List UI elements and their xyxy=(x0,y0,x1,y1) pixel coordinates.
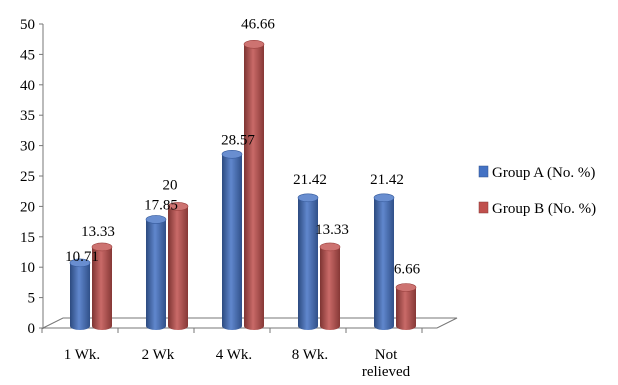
data-labels: 10.71 13.33 17.85 20 28.57 46.66 21.42 13.33 21.… xyxy=(65,16,421,277)
bar-body xyxy=(298,198,318,330)
bar-body xyxy=(168,206,188,330)
bar-top xyxy=(374,194,394,202)
data-label: 20 xyxy=(163,177,178,193)
x-tick-label: 4 Wk. xyxy=(216,347,252,363)
bar-top xyxy=(298,194,318,202)
bar xyxy=(244,40,264,330)
legend-label: Group B (No. %) xyxy=(492,201,596,217)
x-tick-label: 8 Wk. xyxy=(292,347,328,363)
y-tick-label: 25 xyxy=(20,169,35,185)
data-label: 13.33 xyxy=(81,224,115,240)
bar-body xyxy=(374,198,394,330)
data-label: 10.71 xyxy=(65,249,99,265)
x-tick-label: Not relieved xyxy=(362,347,411,380)
y-tick-label: 5 xyxy=(28,291,36,307)
bar-top xyxy=(320,243,340,251)
data-label: 21.42 xyxy=(370,172,404,188)
y-tick-label: 15 xyxy=(20,230,35,246)
bar xyxy=(396,284,416,330)
y-tick-label: 45 xyxy=(20,47,35,63)
bars xyxy=(70,40,416,330)
bar-body xyxy=(244,44,264,330)
data-label: 17.85 xyxy=(144,197,178,213)
bar-body xyxy=(320,247,340,330)
y-tick-label: 0 xyxy=(28,321,36,337)
x-tick-label: 2 Wk xyxy=(142,347,175,363)
bar xyxy=(320,243,340,330)
bar-top xyxy=(222,150,242,158)
bar xyxy=(374,194,394,330)
bar xyxy=(70,259,90,330)
legend-item: Group A (No. %) xyxy=(479,165,595,181)
y-tick-label: 50 xyxy=(20,17,35,33)
bar-top xyxy=(244,40,264,48)
data-label: 21.42 xyxy=(293,172,327,188)
data-label: 6.66 xyxy=(394,262,421,278)
legend-swatch xyxy=(479,166,488,177)
x-tick-label: 1 Wk. xyxy=(64,347,100,363)
legend-swatch xyxy=(479,202,488,213)
y-tick-label: 10 xyxy=(20,260,35,276)
data-label: 13.33 xyxy=(315,222,349,238)
bar-body xyxy=(222,154,242,330)
y-tick-label: 20 xyxy=(20,199,35,215)
legend: Group A (No. %) Group B (No. %) xyxy=(479,165,596,217)
bar xyxy=(146,215,166,330)
bar xyxy=(298,194,318,330)
bar-body xyxy=(146,219,166,330)
bar-top xyxy=(146,215,166,223)
y-tick-label: 30 xyxy=(20,139,35,155)
data-label: 46.66 xyxy=(241,16,275,32)
bar-body xyxy=(396,288,416,330)
data-label: 28.57 xyxy=(221,132,255,148)
bar-body xyxy=(70,263,90,330)
y-tick-label: 35 xyxy=(20,108,35,124)
legend-label: Group A (No. %) xyxy=(492,165,595,181)
bar xyxy=(168,202,188,330)
bar-top xyxy=(396,284,416,292)
y-tick-label: 40 xyxy=(20,78,35,94)
legend-item: Group B (No. %) xyxy=(479,201,596,217)
bar xyxy=(222,150,242,330)
